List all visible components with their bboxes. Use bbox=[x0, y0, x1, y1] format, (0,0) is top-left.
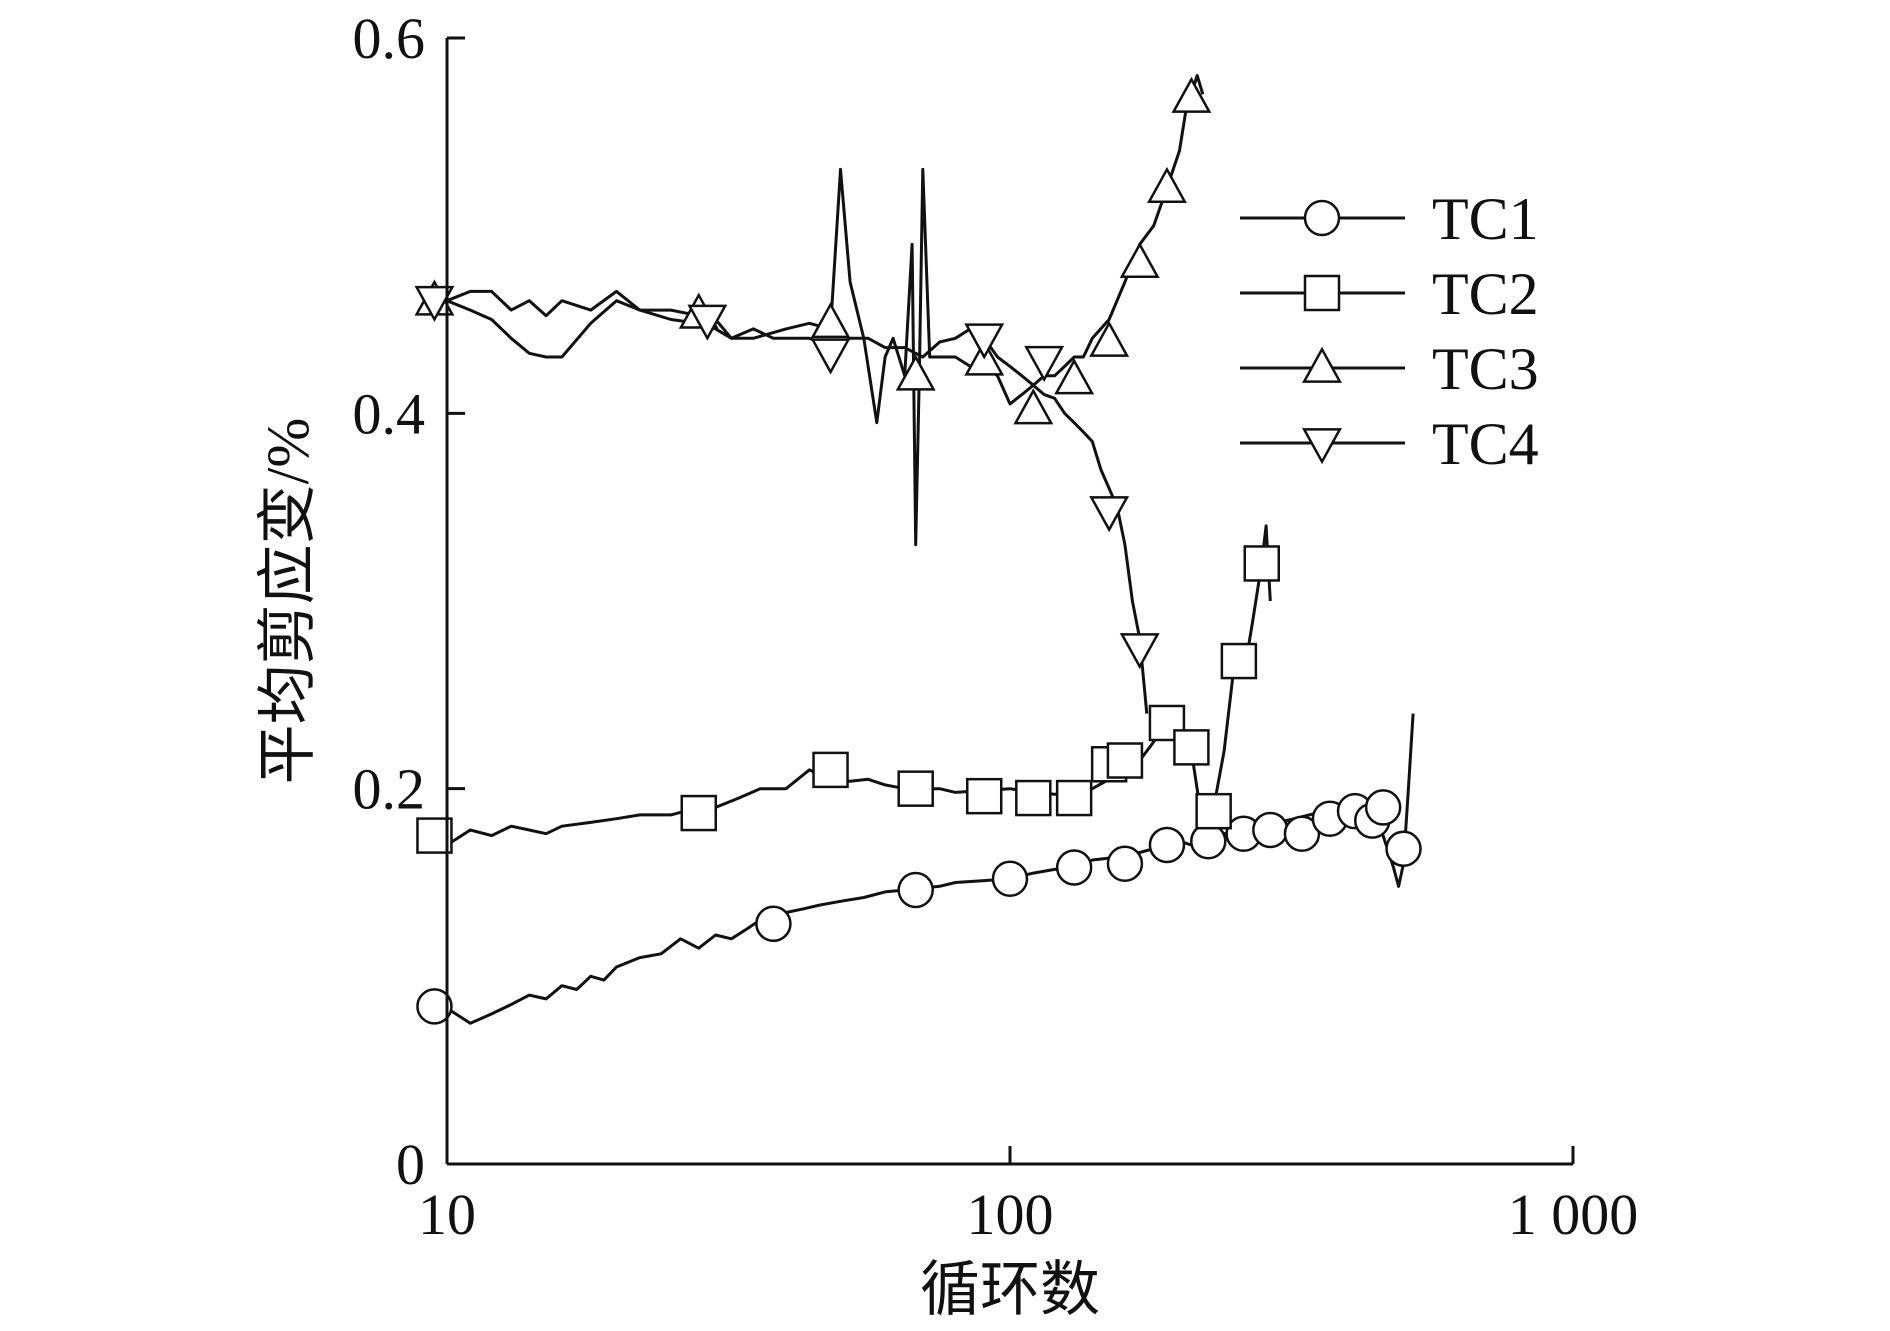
legend-item-tc4: TC4 bbox=[1240, 411, 1539, 477]
legend: TC1 TC2 TC3 TC4 bbox=[1240, 186, 1539, 477]
series-markers bbox=[414, 76, 1422, 1025]
data-point-tc1 bbox=[1364, 789, 1402, 826]
data-point-tc3 bbox=[1119, 241, 1160, 279]
data-point-tc3 bbox=[1089, 320, 1130, 357]
data-point-tc2 bbox=[897, 770, 934, 807]
data-point-tc4 bbox=[1119, 633, 1160, 670]
y-tick-label: 0.4 bbox=[353, 381, 426, 446]
data-point-tc1 bbox=[1283, 815, 1321, 852]
x-axis-title: 循环数 bbox=[920, 1257, 1100, 1323]
data-point-tc1 bbox=[991, 860, 1029, 897]
legend-label: TC4 bbox=[1432, 411, 1539, 477]
data-point-tc1 bbox=[897, 871, 934, 909]
data-point-tc3 bbox=[1146, 166, 1187, 203]
data-point-tc4 bbox=[1024, 345, 1065, 383]
series-line-tc1 bbox=[434, 713, 1415, 1025]
data-point-tc3 bbox=[810, 301, 851, 339]
legend-label: TC2 bbox=[1432, 261, 1539, 327]
x-tick-label: 100 bbox=[967, 1182, 1054, 1247]
data-point-tc4 bbox=[810, 338, 851, 375]
data-point-tc2 bbox=[1015, 779, 1052, 817]
data-point-tc3 bbox=[1054, 358, 1095, 395]
series-line-tc3 bbox=[434, 74, 1205, 547]
data-point-tc2 bbox=[1055, 779, 1093, 817]
data-point-tc2 bbox=[1173, 729, 1210, 766]
y-tick-label: 0.2 bbox=[353, 757, 426, 822]
data-point-tc2 bbox=[1220, 642, 1258, 680]
data-point-tc1 bbox=[1106, 845, 1144, 882]
data-point-tc3 bbox=[895, 354, 936, 391]
data-point-tc4 bbox=[1089, 496, 1130, 533]
data-point-tc2 bbox=[1106, 742, 1144, 779]
axes: 0 0.2 0.4 0.6 10 100 1 000 bbox=[353, 6, 1639, 1247]
legend-marker-triangle-up bbox=[1302, 346, 1342, 383]
data-point-tc2 bbox=[680, 794, 717, 832]
data-point-tc4 bbox=[964, 323, 1005, 360]
data-point-tc3 bbox=[1171, 76, 1212, 113]
y-tick-label: 0 bbox=[396, 1132, 425, 1197]
legend-marker-triangle-down bbox=[1302, 428, 1342, 465]
data-point-tc4 bbox=[414, 285, 455, 323]
legend-label: TC3 bbox=[1432, 336, 1539, 402]
data-point-tc3 bbox=[1013, 388, 1054, 425]
legend-item-tc1: TC1 bbox=[1240, 186, 1539, 252]
data-point-tc1 bbox=[416, 988, 453, 1025]
legend-item-tc3: TC3 bbox=[1240, 336, 1539, 402]
legend-marker-circle bbox=[1303, 199, 1341, 237]
y-tick-label: 0.6 bbox=[353, 6, 426, 71]
data-point-tc1 bbox=[1055, 849, 1093, 886]
y-ticks: 0 0.2 0.4 0.6 bbox=[353, 6, 465, 1197]
legend-marker-square bbox=[1303, 274, 1341, 312]
legend-label: TC1 bbox=[1432, 186, 1539, 252]
data-point-tc2 bbox=[1243, 545, 1280, 582]
x-tick-label: 10 bbox=[418, 1182, 476, 1247]
legend-item-tc2: TC2 bbox=[1240, 261, 1539, 327]
data-point-tc1 bbox=[1385, 830, 1422, 867]
x-ticks: 10 100 1 000 bbox=[418, 1146, 1638, 1247]
data-point-tc1 bbox=[755, 905, 792, 943]
data-point-tc1 bbox=[1252, 811, 1289, 849]
data-point-tc2 bbox=[812, 751, 849, 789]
series-line-tc4 bbox=[434, 289, 1149, 714]
data-point-tc2 bbox=[1195, 792, 1232, 830]
x-tick-label: 1 000 bbox=[1508, 1182, 1639, 1247]
data-point-tc4 bbox=[687, 304, 728, 341]
y-axis-title: 平均剪应变/% bbox=[255, 418, 321, 785]
data-point-tc1 bbox=[1148, 826, 1186, 864]
data-point-tc2 bbox=[965, 777, 1003, 815]
